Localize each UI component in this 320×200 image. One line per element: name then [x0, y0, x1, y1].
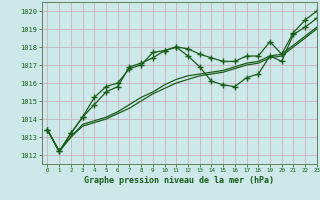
- X-axis label: Graphe pression niveau de la mer (hPa): Graphe pression niveau de la mer (hPa): [84, 176, 274, 185]
